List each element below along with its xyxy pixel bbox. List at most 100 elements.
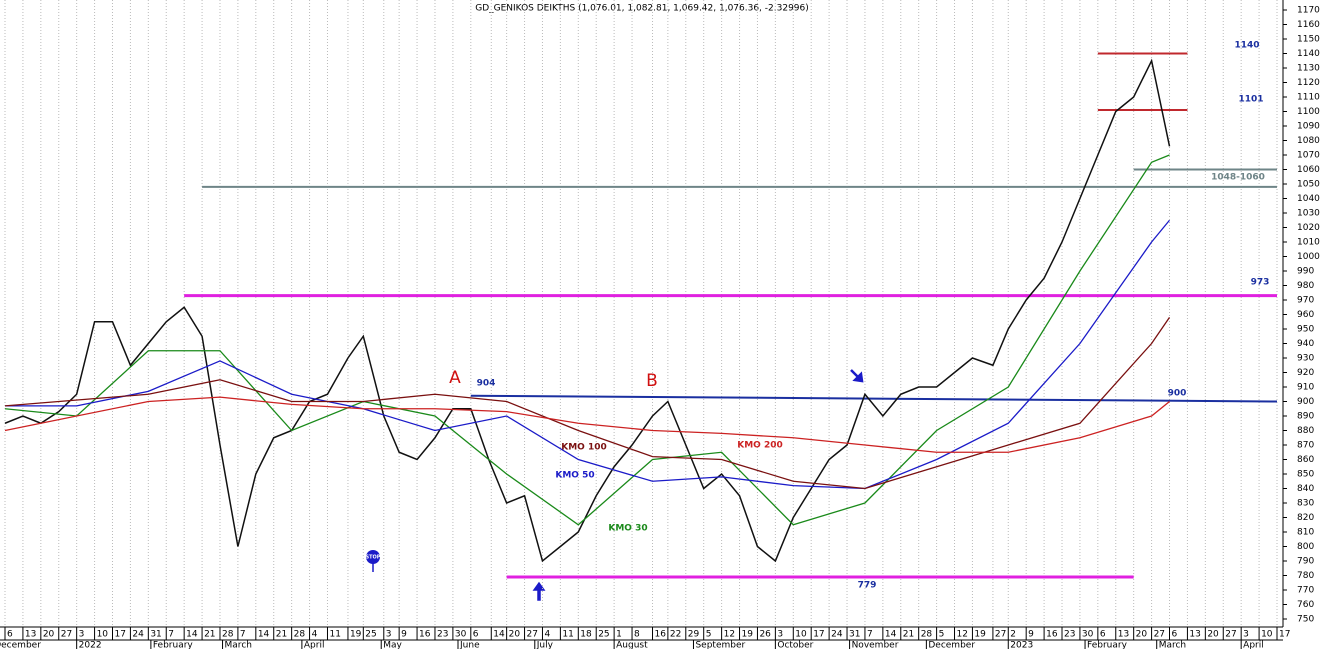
x-tick-label: 6 [1172,630,1178,640]
y-tick-label: 1130 [1297,64,1320,74]
x-tick-label: 11 [562,630,573,640]
x-tick-label: 7 [168,630,174,640]
y-tick-label: 880 [1297,426,1314,436]
down-arrow [850,369,864,383]
y-tick-label: 930 [1297,354,1314,364]
x-tick-label: 24 [132,630,144,640]
x-tick-label: 28 [921,630,933,640]
x-tick-label: 22 [670,630,681,640]
moving-average [4,154,1170,526]
x-tick-label: 27 [527,630,538,640]
y-tick-label: 1000 [1297,252,1320,262]
x-tick-label: 12 [724,630,735,640]
x-tick-label: 9 [401,630,407,640]
x-tick-label: 21 [204,630,215,640]
y-tick-label: 760 [1297,600,1314,610]
x-tick-label: 4 [544,630,550,640]
x-tick-label: 10 [97,630,109,640]
y-tick-label: 960 [1297,310,1314,320]
x-tick-label: 10 [1261,630,1273,640]
month-label: 2023 [1010,641,1033,650]
series-label: KMO 200 [737,441,783,451]
y-tick-label: 1160 [1297,20,1320,30]
y-tick-label: 1080 [1297,136,1320,146]
x-tick-label: 16 [655,630,667,640]
x-tick-label: 16 [1046,630,1058,640]
y-tick-label: 1100 [1297,107,1320,117]
y-tick-label: 1090 [1297,122,1320,132]
x-tick-label: 14 [885,630,897,640]
annotation: A [449,368,461,388]
month-label: September [695,641,745,650]
month-label: April [304,641,325,650]
x-tick-label: 30 [455,630,467,640]
x-tick-label: 20 [1136,630,1148,640]
x-tick-label: 29 [688,630,700,640]
x-tick-label: 13 [1189,630,1200,640]
x-tick-label: 13 [1118,630,1129,640]
month-label: February [153,641,194,650]
month-label: August [616,641,648,650]
month-label: November [852,641,899,650]
y-tick-label: 1150 [1297,35,1320,45]
series-label: KMO 30 [608,524,647,534]
x-tick-label: 13 [25,630,36,640]
x-tick-label: 17 [813,630,824,640]
x-tick-label: 14 [258,630,270,640]
x-tick-label: 1 [616,630,622,640]
up-arrow [532,581,546,601]
x-tick-label: 6 [1100,630,1106,640]
x-tick-label: 27 [1154,630,1165,640]
y-tick-label: 1060 [1297,165,1320,175]
y-tick-label: 790 [1297,557,1314,567]
x-tick-label: 11 [329,630,340,640]
y-tick-label: 850 [1297,470,1314,480]
x-tick-label: 20 [1207,630,1219,640]
x-tick-label: 20 [43,630,55,640]
x-tick-label: 23 [437,630,448,640]
x-tick-label: 31 [849,630,860,640]
y-tick-label: 970 [1297,296,1314,306]
level-label: 973 [1251,278,1270,288]
y-tick-label: 950 [1297,325,1314,335]
x-tick-label: 19 [350,630,362,640]
x-tick-label: 30 [1082,630,1094,640]
y-tick-label: 940 [1297,339,1314,349]
x-tick-label: 8 [634,630,640,640]
x-tick-label: 27 [61,630,72,640]
x-tick-label: 21 [276,630,287,640]
x-tick-label: 4 [312,630,318,640]
month-label: July [536,641,554,650]
month-label: December [0,641,41,650]
month-label: June [459,641,480,650]
x-tick-label: 25 [598,630,609,640]
y-tick-label: 980 [1297,281,1314,291]
x-tick-label: 18 [580,630,592,640]
y-tick-label: 890 [1297,412,1314,422]
x-tick-label: 28 [294,630,306,640]
x-tick-label: 7 [867,630,873,640]
y-tick-label: 1170 [1297,6,1320,16]
trend-label: 900 [1168,389,1187,399]
x-tick-label: 23 [1064,630,1075,640]
x-tick-label: 24 [831,630,843,640]
month-label: May [383,641,402,650]
x-tick-label: 20 [509,630,521,640]
zone-label: 1048-1060 [1211,173,1265,183]
y-tick-label: 1010 [1297,238,1320,248]
x-tick-label: 27 [995,630,1006,640]
x-tick-label: 2 [1010,630,1016,640]
y-tick-label: 840 [1297,484,1314,494]
stop-text: STOP [366,555,381,561]
month-label: March [1159,641,1186,650]
x-tick-label: 10 [795,630,807,640]
x-tick-label: 31 [150,630,161,640]
moving-average [4,317,1171,490]
y-tick-label: 870 [1297,441,1314,451]
x-tick-label: 3 [386,630,392,640]
y-tick-label: 1140 [1297,49,1320,59]
x-tick-label: 27 [1225,630,1236,640]
series-label: KMO 50 [555,471,594,481]
x-tick-label: 16 [419,630,431,640]
